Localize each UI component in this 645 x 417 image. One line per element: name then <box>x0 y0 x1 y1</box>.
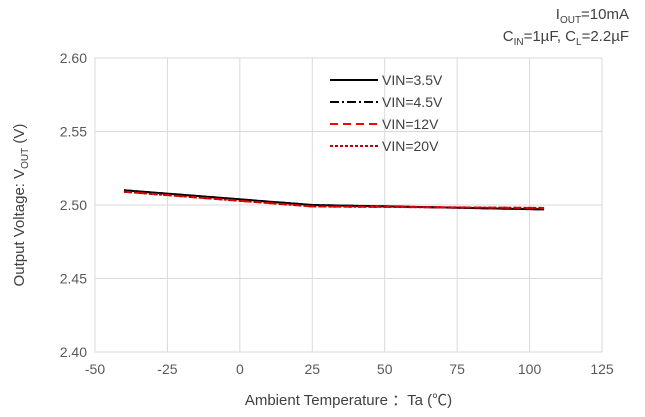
legend: VIN=3.5V VIN=4.5V VIN=12V VIN=20V <box>330 72 443 154</box>
x-tick-label: 100 <box>518 361 542 377</box>
x-axis-ticks: -50 -25 0 25 50 75 100 125 <box>85 361 614 377</box>
x-tick-label: 25 <box>304 361 320 377</box>
x-tick-label: 0 <box>236 361 244 377</box>
y-axis-label: Output Voltage: VOUT (V) <box>11 124 31 287</box>
legend-label-2: VIN=4.5V <box>382 94 443 110</box>
y-axis-label-main: Output Voltage: V <box>11 169 28 287</box>
legend-label-1: VIN=3.5V <box>382 72 443 88</box>
x-axis-label: Ambient Temperature ：Ta (℃) <box>245 392 452 409</box>
x-tick-label: 75 <box>449 361 465 377</box>
x-tick-label: -50 <box>85 361 105 377</box>
cl-subscript: L <box>576 37 582 48</box>
condition-capacitors: CIN=1µF, CL=2.2µF <box>503 28 629 48</box>
legend-label-3: VIN=12V <box>382 116 439 132</box>
cin-value: =1µF, <box>523 28 566 45</box>
x-tick-label: -25 <box>157 361 177 377</box>
x-tick-label: 125 <box>590 361 614 377</box>
cin-subscript: IN <box>513 37 524 48</box>
plot-area <box>94 57 603 353</box>
y-tick-label: 2.60 <box>60 50 87 66</box>
y-tick-label: 2.50 <box>60 197 87 213</box>
y-axis-label-unit: (V) <box>11 124 28 148</box>
series-lines <box>123 189 545 211</box>
y-tick-label: 2.40 <box>60 344 87 360</box>
y-tick-label: 2.55 <box>60 124 87 140</box>
cin-symbol: C <box>502 28 514 45</box>
series-line-3 <box>123 190 545 209</box>
cl-symbol: C <box>565 28 577 45</box>
iout-value: =10mA <box>581 6 629 23</box>
iout-symbol: I <box>555 6 560 23</box>
y-tick-label: 2.45 <box>60 271 87 287</box>
legend-label-4: VIN=20V <box>382 138 439 154</box>
condition-iout: IOUT=10mA <box>556 6 629 26</box>
iout-subscript: OUT <box>559 15 582 26</box>
y-axis-ticks: 2.40 2.45 2.50 2.55 2.60 <box>60 50 87 360</box>
cl-value: =2.2µF <box>581 28 629 45</box>
series-line-4 <box>123 190 545 209</box>
y-axis-label-sub: OUT <box>20 148 31 169</box>
x-tick-label: 50 <box>377 361 393 377</box>
